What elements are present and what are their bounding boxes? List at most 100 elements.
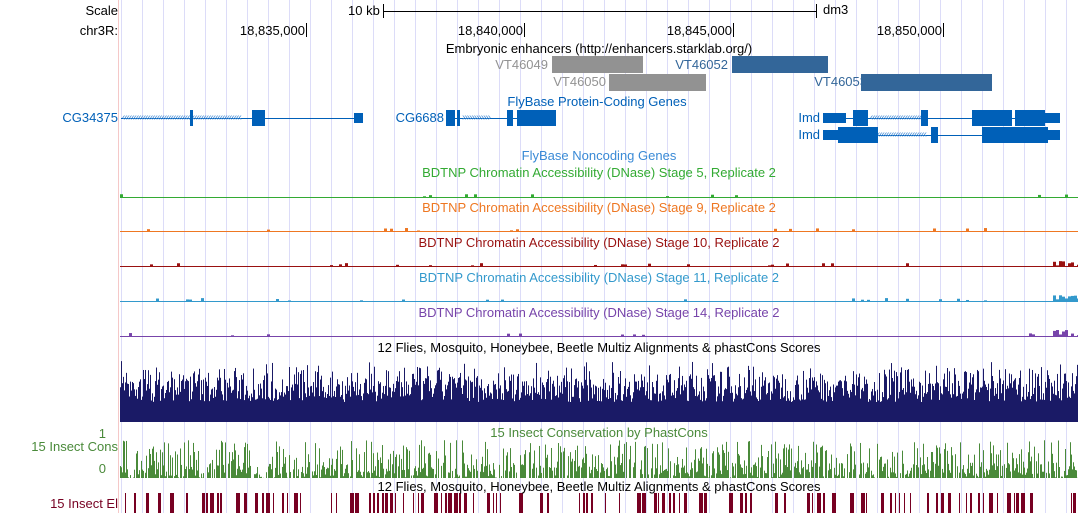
gene-label-cg34375[interactable]: CG34375	[62, 110, 118, 125]
enhancer-vt46049[interactable]	[552, 56, 643, 73]
track-title-noncoding[interactable]: FlyBase Noncoding Genes	[521, 148, 677, 163]
gene-cg34375[interactable]	[121, 118, 362, 119]
multiz-bar	[670, 373, 671, 422]
multiz-bar	[129, 396, 130, 422]
track-title-enhancers[interactable]: Embryonic enhancers (http://enhancers.st…	[445, 41, 753, 56]
multiz-bar	[577, 387, 578, 422]
multiz-bar	[578, 381, 579, 422]
side-label-elements[interactable]: 15 Insect El	[50, 496, 118, 511]
track-title-protein-coding[interactable]: FlyBase Protein-Coding Genes	[507, 94, 687, 109]
gene-label-imd[interactable]: Imd	[798, 110, 820, 125]
cons-bar	[336, 458, 337, 478]
enhancer-vt46053[interactable]	[861, 74, 992, 91]
multiz-bar	[748, 365, 749, 422]
multiz-bar	[421, 400, 422, 422]
track-title-dnase-stage10[interactable]: BDTNP Chromatin Accessibility (DNase) St…	[418, 235, 780, 250]
cons-bar	[272, 456, 273, 478]
multiz-bar	[161, 389, 162, 422]
multiz-bar	[1058, 391, 1059, 422]
conserved-element	[970, 493, 972, 513]
multiz-bar	[882, 392, 883, 422]
cons-bar	[235, 450, 236, 478]
cons-bar	[270, 464, 271, 478]
multiz-bar	[407, 393, 408, 422]
track-title-multiz[interactable]: 12 Flies, Mosquito, Honeybee, Beetle Mul…	[377, 340, 821, 355]
dnase-signal	[939, 299, 942, 301]
cons-bar	[521, 464, 522, 478]
cons-bar	[868, 467, 869, 478]
cons-bar	[546, 457, 547, 478]
cons-bar	[399, 454, 400, 478]
conserved-element	[823, 493, 825, 513]
cons-bar	[130, 475, 131, 478]
cons-bar	[903, 463, 904, 478]
multiz-bar	[385, 385, 386, 422]
conserved-element	[158, 493, 161, 513]
multiz-bar	[733, 401, 734, 422]
multiz-bar	[178, 394, 179, 422]
cons-bar	[674, 463, 675, 478]
cons-bar	[376, 475, 377, 478]
dnase-signal	[474, 194, 477, 197]
dnase-signal	[816, 228, 819, 231]
enhancer-vt46050[interactable]	[609, 74, 706, 91]
multiz-bar	[810, 368, 811, 422]
multiz-bar	[130, 381, 131, 422]
enhancer-label[interactable]: VT46050	[553, 74, 606, 89]
multiz-bar	[489, 395, 490, 422]
cons-bar	[686, 447, 687, 478]
cons-bar	[445, 455, 446, 478]
multiz-bar	[955, 374, 956, 422]
conserved-element	[441, 493, 442, 513]
cons-bar	[880, 457, 881, 478]
gene-imd[interactable]	[823, 118, 1060, 119]
multiz-bar	[916, 390, 917, 422]
cons-bar	[583, 457, 584, 478]
cons-bar	[347, 464, 348, 478]
cons-bar	[199, 477, 200, 478]
multiz-bar	[177, 387, 178, 422]
cons-bar	[1043, 471, 1044, 478]
dnase-signal	[966, 299, 969, 301]
scale-bar-end	[816, 4, 817, 18]
enhancer-label[interactable]: VT46049	[495, 57, 548, 72]
cons-bar	[332, 458, 333, 478]
cons-bar	[937, 447, 938, 478]
track-title-dnase-stage9[interactable]: BDTNP Chromatin Accessibility (DNase) St…	[422, 200, 776, 215]
conserved-element	[583, 493, 585, 513]
multiz-bar	[943, 379, 944, 422]
dnase-signal	[129, 333, 132, 336]
gene-cg6688[interactable]	[446, 118, 556, 119]
conserved-element	[745, 493, 747, 513]
multiz-bar	[444, 395, 445, 422]
multiz-bar	[1067, 397, 1068, 422]
cons-bar	[125, 472, 126, 478]
cons-bar	[699, 460, 700, 478]
enhancer-vt46052[interactable]	[732, 56, 828, 73]
multiz-bar	[290, 400, 291, 422]
track-title-dnase-stage5[interactable]: BDTNP Chromatin Accessibility (DNase) St…	[422, 165, 776, 180]
track-title-elements[interactable]: 12 Flies, Mosquito, Honeybee, Beetle Mul…	[377, 479, 821, 494]
side-label-cons[interactable]: 15 Insect Cons	[31, 439, 118, 454]
track-title-dnase-stage11[interactable]: BDTNP Chromatin Accessibility (DNase) St…	[418, 270, 780, 285]
multiz-bar	[303, 370, 304, 422]
multiz-bar	[300, 373, 301, 422]
multiz-bar	[579, 398, 580, 422]
enhancer-label[interactable]: VT46052	[675, 57, 728, 72]
multiz-bar	[774, 377, 775, 422]
gene-label-imd[interactable]: Imd	[798, 127, 820, 142]
multiz-bar	[530, 393, 531, 422]
gene-imd[interactable]	[823, 135, 1060, 136]
gene-label-cg6688[interactable]: CG6688	[395, 110, 444, 125]
cons-bar	[704, 475, 705, 478]
multiz-bar	[319, 396, 320, 422]
track-title-cons[interactable]: 15 Insect Conservation by PhastCons	[490, 425, 708, 440]
track-title-dnase-stage14[interactable]: BDTNP Chromatin Accessibility (DNase) St…	[418, 305, 780, 320]
enhancer-label[interactable]: VT46053	[814, 74, 867, 89]
cons-bar	[1052, 453, 1053, 478]
multiz-bar	[157, 384, 158, 422]
cons-bar	[395, 456, 396, 478]
multiz-bar	[634, 374, 635, 422]
multiz-bar	[1059, 398, 1060, 422]
